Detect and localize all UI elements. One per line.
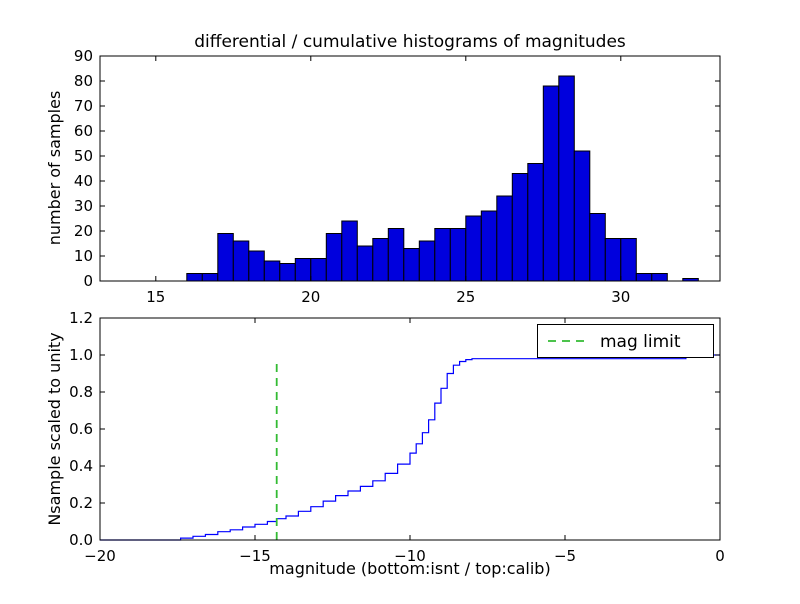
y-tick-label: 0 [83, 272, 93, 290]
y-tick-label: 30 [74, 197, 93, 215]
hist-bar [542, 85, 560, 282]
hist-bar [573, 150, 591, 282]
hist-bar [496, 195, 513, 282]
y-tick-label: 1.2 [69, 309, 93, 327]
x-tick-label: −20 [84, 547, 116, 565]
chart-title: differential / cumulative histograms of … [194, 32, 626, 52]
y-tick-label: 0.8 [69, 383, 93, 401]
hist-bar [589, 213, 606, 282]
hist-bar [387, 228, 405, 282]
hist-bar [217, 233, 234, 282]
axes-border [99, 55, 721, 282]
x-tick-label: 25 [456, 288, 475, 306]
x-tick-label: 0 [715, 547, 725, 565]
hist-bar [279, 263, 296, 282]
hist-bar [558, 75, 575, 282]
x-tick-label: 15 [146, 288, 165, 306]
hist-bar [434, 228, 451, 282]
bottom-xlabel: magnitude (bottom:isnt / top:calib) [269, 559, 550, 578]
hist-bar [418, 240, 436, 282]
hist-bar [186, 273, 203, 282]
hist-bar [372, 238, 389, 282]
y-tick-label: 10 [74, 247, 93, 265]
y-tick-label: 0.4 [69, 457, 93, 475]
hist-bar [527, 163, 544, 282]
hist-bar [604, 238, 622, 282]
y-tick-label: 70 [74, 97, 93, 115]
y-tick-label: 0.6 [69, 420, 93, 438]
hist-bar [201, 273, 219, 282]
plots-layer: 15 20 25 30 0 10 20 30 40 50 60 70 80 90 −20 −15 −10 −5 0 0… [69, 47, 725, 565]
hist-bar [620, 238, 637, 282]
y-tick-label: 90 [74, 47, 93, 65]
hist-bar [356, 245, 374, 282]
y-tick-label: 60 [74, 122, 93, 140]
top-ylabel: number of samples [45, 91, 64, 246]
hist-bar [480, 210, 498, 282]
cumulative-curve [100, 354, 720, 541]
hist-bar [341, 220, 358, 282]
hist-bar [325, 233, 343, 282]
bottom-ylabel: Nsample scaled to unity [45, 332, 64, 525]
y-tick-label: 1.0 [69, 346, 93, 364]
y-tick-label: 0.2 [69, 494, 93, 512]
legend-label: mag limit [600, 332, 681, 352]
y-tick-label: 40 [74, 172, 93, 190]
x-tick-label: −10 [394, 547, 426, 565]
hist-bar [449, 228, 467, 282]
hist-bar [248, 250, 265, 282]
x-tick-label: 30 [611, 288, 630, 306]
y-tick-label: 80 [74, 72, 93, 90]
hist-bar [651, 273, 668, 282]
x-tick-label: −5 [554, 547, 576, 565]
hist-bar [465, 215, 482, 282]
hist-bar [635, 273, 653, 282]
hist-bar [511, 173, 529, 282]
y-tick-label: 50 [74, 147, 93, 165]
hist-bar [232, 240, 250, 282]
y-tick-label: 20 [74, 222, 93, 240]
x-tick-label: −15 [239, 547, 271, 565]
hist-bar [403, 248, 420, 282]
x-tick-label: 20 [301, 288, 320, 306]
y-tick-label: 0.0 [69, 531, 93, 549]
legend: mag limit [537, 324, 714, 358]
hist-bar [263, 260, 281, 282]
hist-bar [294, 258, 312, 282]
hist-bar [310, 258, 327, 282]
